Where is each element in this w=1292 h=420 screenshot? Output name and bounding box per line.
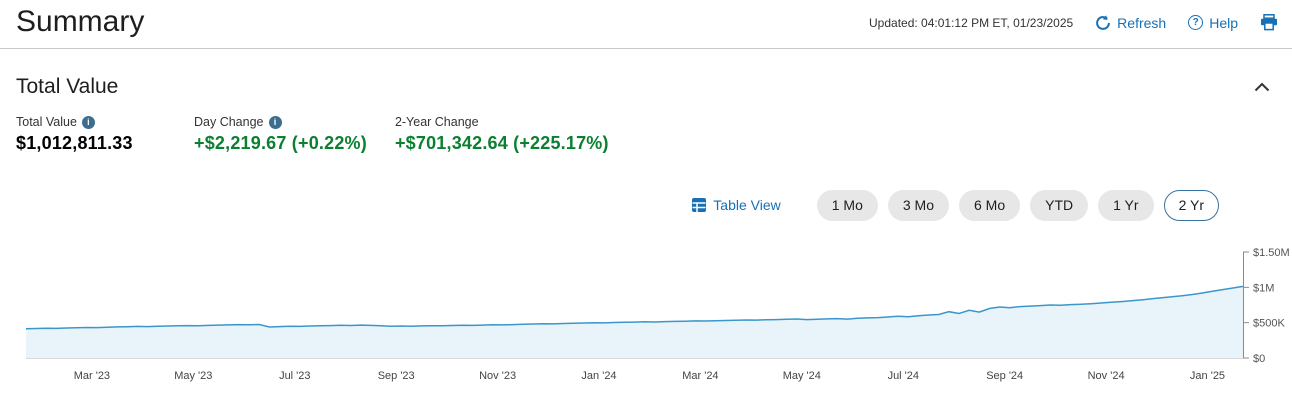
x-axis-label: Mar '24 xyxy=(682,370,718,382)
printer-icon xyxy=(1260,14,1278,31)
top-bar-actions: Updated: 04:01:12 PM ET, 01/23/2025 Refr… xyxy=(869,14,1278,31)
x-axis-label: Mar '23 xyxy=(74,370,110,382)
total-value-section: Total Value Total Value i $1,012,811.33 … xyxy=(0,75,1292,392)
y-axis-label: $1.50M xyxy=(1253,247,1290,259)
section-title: Total Value xyxy=(16,75,119,98)
stat-total-value-amount: $1,012,811.33 xyxy=(16,133,133,153)
stat-total-value: Total Value i $1,012,811.33 xyxy=(16,115,166,154)
x-axis-label: Nov '23 xyxy=(479,370,516,382)
range-button-6mo[interactable]: 6 Mo xyxy=(959,190,1021,221)
stat-day-change: Day Change i +$2,219.67 (+0.22%) xyxy=(194,115,367,154)
help-button[interactable]: ? Help xyxy=(1188,15,1238,31)
print-button[interactable] xyxy=(1260,14,1278,31)
collapse-section-button[interactable] xyxy=(1248,78,1276,97)
info-icon[interactable]: i xyxy=(268,115,282,129)
y-axis-label: $500K xyxy=(1253,317,1285,329)
help-label: Help xyxy=(1209,14,1238,31)
stat-two-year-change-label: 2-Year Change xyxy=(394,115,479,129)
x-axis-label: May '24 xyxy=(783,370,821,382)
y-axis-label: $1M xyxy=(1253,282,1274,294)
table-view-icon xyxy=(691,197,707,213)
info-icon[interactable]: i xyxy=(81,115,95,129)
stat-day-change-amount: +$2,219.67 (+0.22%) xyxy=(194,133,367,153)
top-bar: Summary Updated: 04:01:12 PM ET, 01/23/2… xyxy=(0,0,1292,49)
chart-controls: Table View 1 Mo 3 Mo 6 Mo YTD 1 Yr 2 Yr xyxy=(16,190,1276,221)
chevron-up-icon xyxy=(1254,82,1270,92)
range-button-1mo[interactable]: 1 Mo xyxy=(816,190,878,221)
stat-total-value-label: Total Value xyxy=(16,115,77,129)
stats-row: Total Value i $1,012,811.33 Day Change i… xyxy=(16,115,1276,154)
x-axis-label: Jan '24 xyxy=(581,370,616,382)
range-button-ytd[interactable]: YTD xyxy=(1030,190,1089,221)
total-value-chart-svg: $0 $500K $1M $1.50M Mar '23 May '23 Jul '23 Sep… xyxy=(25,247,1290,382)
x-axis-label: Jul '23 xyxy=(279,370,310,382)
total-value-chart: $0 $500K $1M $1.50M Mar '23 May '23 Jul '23 Sep… xyxy=(16,237,1290,392)
refresh-button[interactable]: Refresh xyxy=(1095,15,1166,31)
x-axis-label: Sep '24 xyxy=(986,370,1023,382)
stat-day-change-label: Day Change xyxy=(194,115,264,129)
table-view-button[interactable]: Table View xyxy=(691,197,781,214)
range-button-3mo[interactable]: 3 Mo xyxy=(887,190,949,221)
y-axis-label: $0 xyxy=(1253,353,1265,365)
x-axis-label: May '23 xyxy=(174,370,212,382)
refresh-label: Refresh xyxy=(1117,14,1167,31)
stat-two-year-change-amount: +$701,342.64 (+225.17%) xyxy=(394,133,609,153)
refresh-icon xyxy=(1095,14,1111,31)
table-view-label: Table View xyxy=(713,197,781,214)
stat-two-year-change: 2-Year Change +$701,342.64 (+225.17%) xyxy=(395,115,609,154)
help-icon: ? xyxy=(1188,15,1204,30)
page-title: Summary xyxy=(16,5,145,38)
updated-timestamp: Updated: 04:01:12 PM ET, 01/23/2025 xyxy=(869,15,1074,30)
range-button-2yr[interactable]: 2 Yr xyxy=(1163,190,1219,221)
x-axis-label: Sep '23 xyxy=(378,370,415,382)
chart-line xyxy=(25,285,1244,330)
range-button-1yr[interactable]: 1 Yr xyxy=(1098,190,1154,221)
x-axis-label: Jul '24 xyxy=(888,370,919,382)
x-axis-label: Jan '25 xyxy=(1190,370,1225,382)
x-axis-label: Nov '24 xyxy=(1088,370,1125,382)
